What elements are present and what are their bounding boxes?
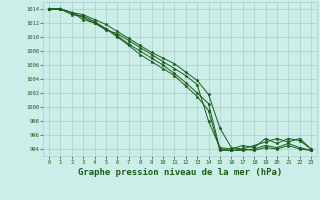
X-axis label: Graphe pression niveau de la mer (hPa): Graphe pression niveau de la mer (hPa) — [78, 168, 282, 177]
